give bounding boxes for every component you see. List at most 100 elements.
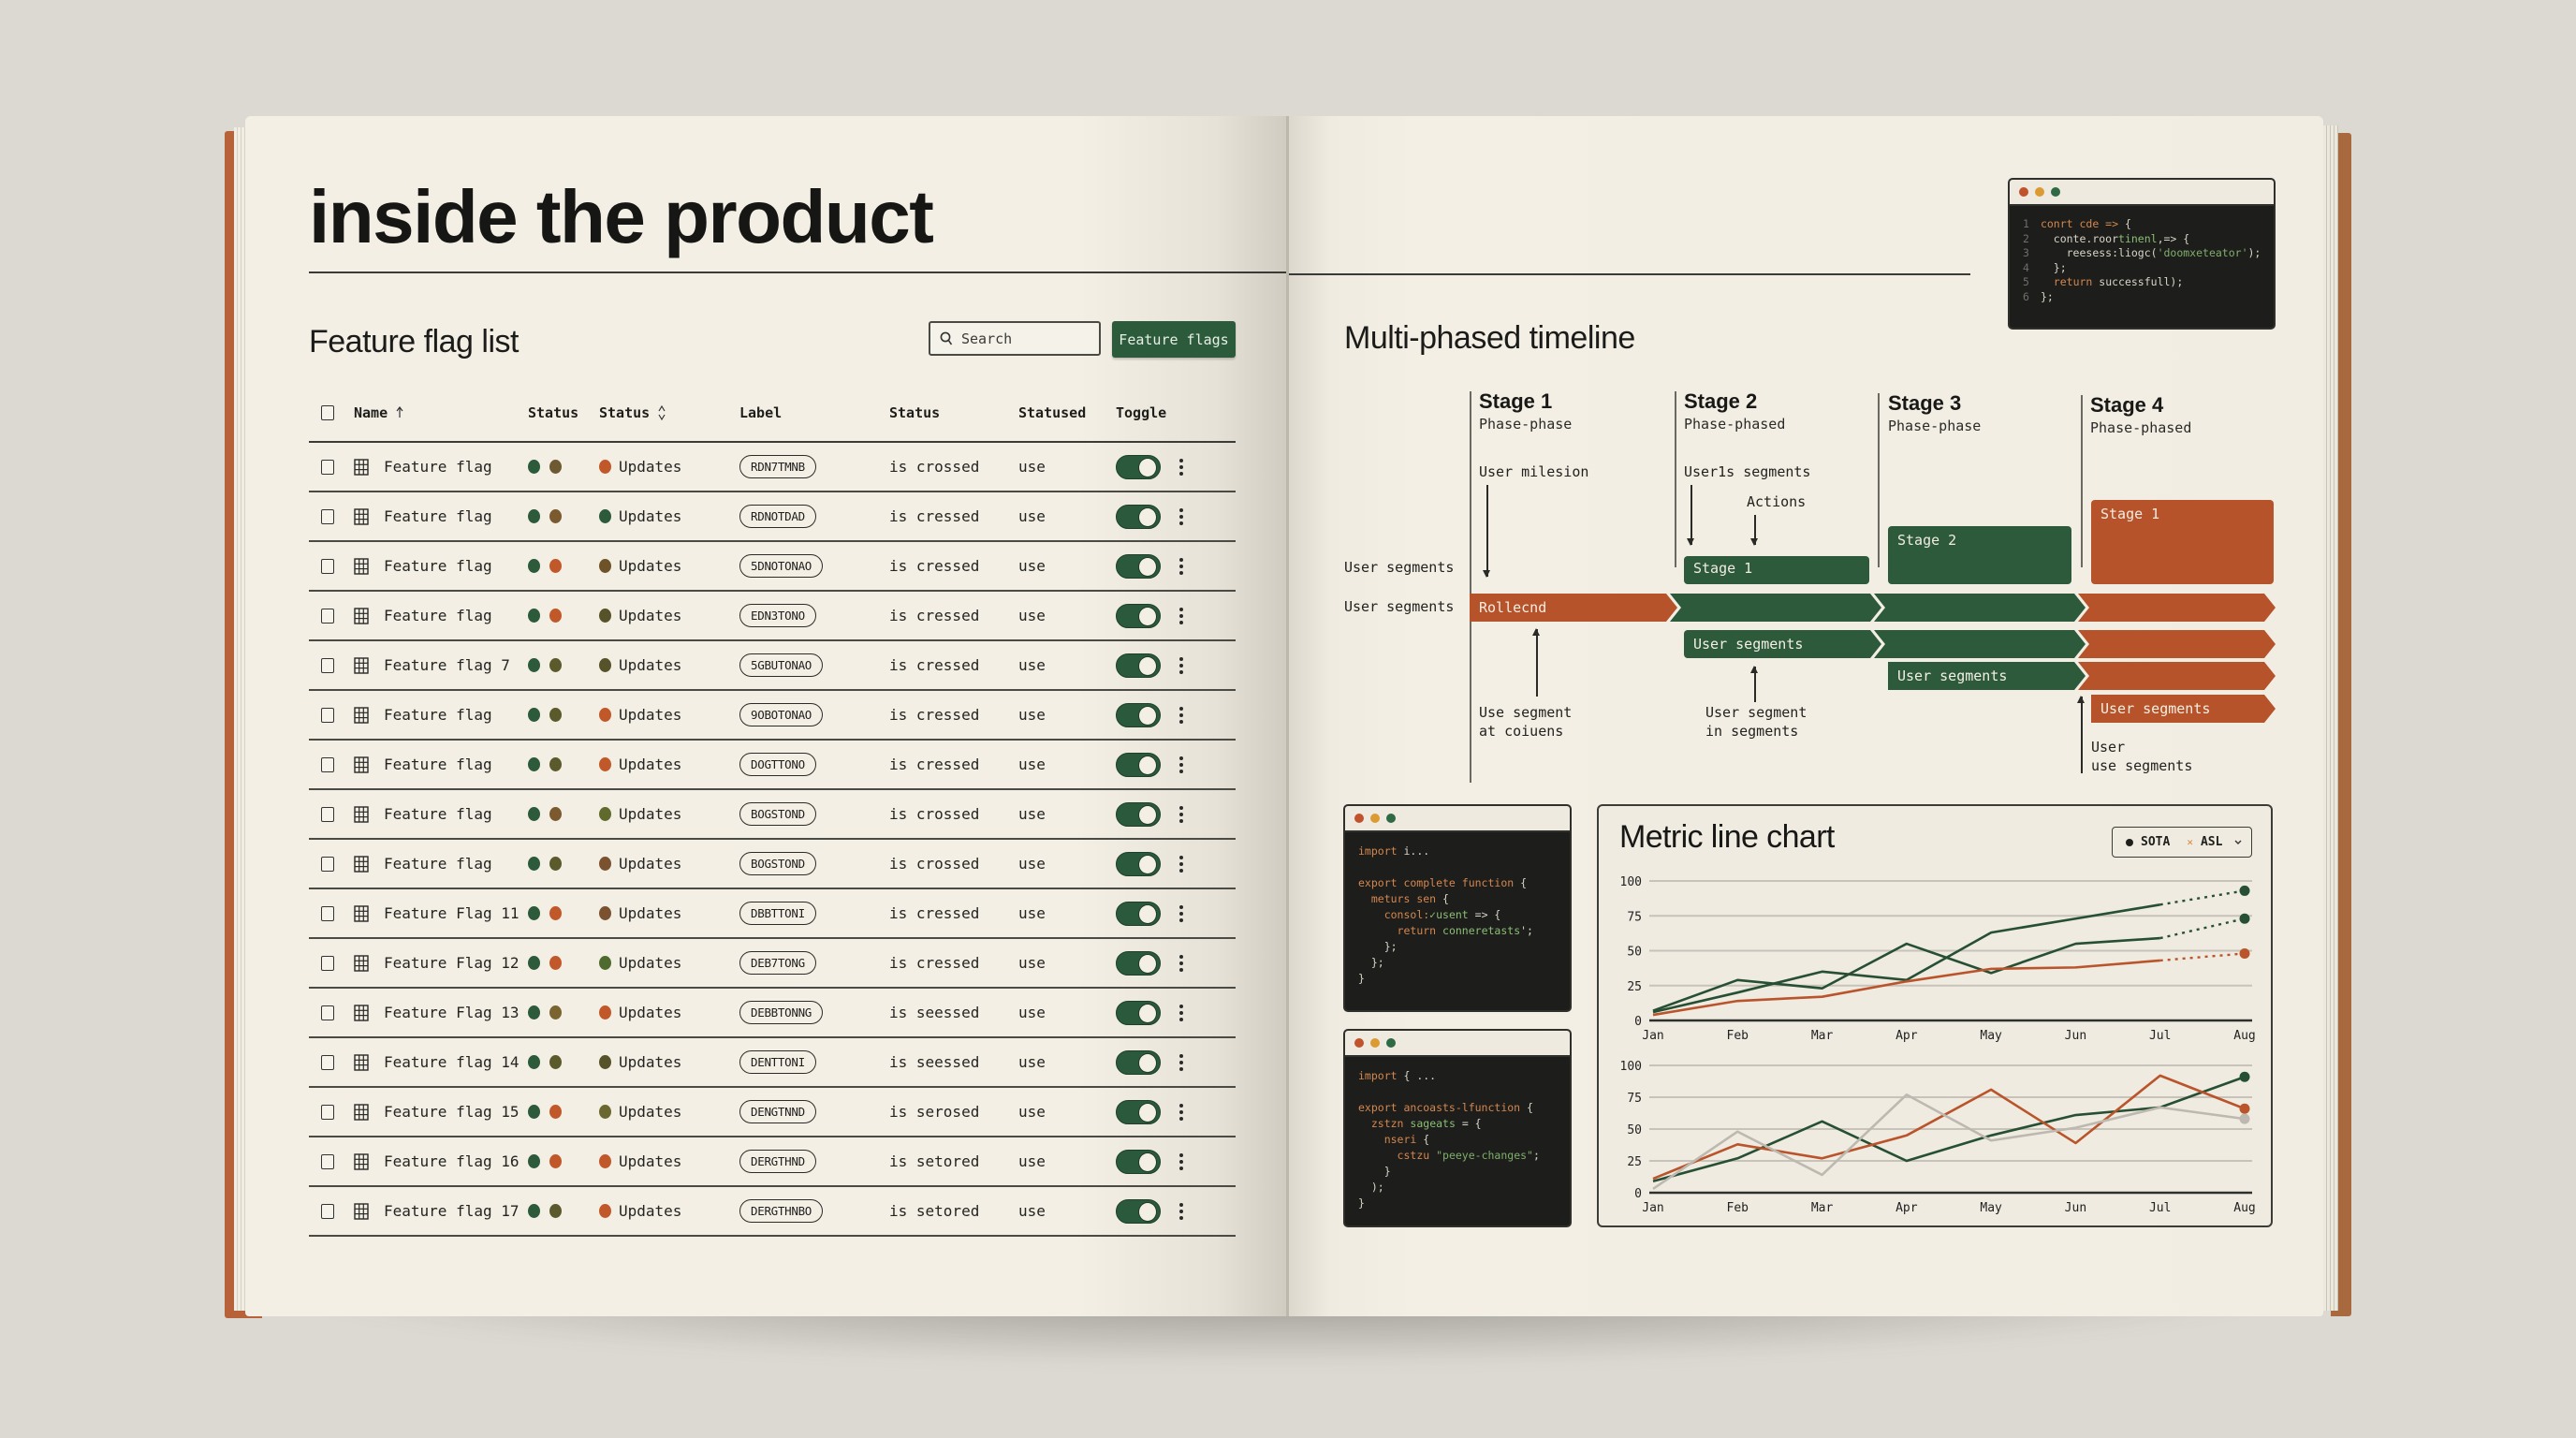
row-checkbox[interactable] — [321, 1153, 334, 1169]
flag-toggle[interactable] — [1116, 702, 1161, 727]
stage-3-title: Stage 3 — [1888, 391, 1962, 415]
row-checkbox[interactable] — [321, 558, 334, 574]
timeline-bar[interactable] — [1874, 630, 2086, 658]
timeline-bar-user-segments[interactable]: User segments — [2091, 695, 2276, 723]
row-checkbox[interactable] — [321, 459, 334, 475]
more-options-icon[interactable] — [1172, 805, 1191, 823]
row-checkbox[interactable] — [321, 1203, 334, 1219]
more-options-icon[interactable] — [1172, 458, 1191, 476]
search-input[interactable]: Search — [929, 321, 1101, 356]
row-checkbox[interactable] — [321, 707, 334, 723]
more-options-icon[interactable] — [1172, 904, 1191, 922]
timeline-bar[interactable] — [2078, 662, 2276, 690]
row-checkbox[interactable] — [321, 806, 334, 822]
flag-toggle[interactable] — [1116, 801, 1161, 827]
flag-toggle[interactable] — [1116, 950, 1161, 976]
timeline-bar[interactable] — [2078, 630, 2276, 658]
timeline-title: Multi-phased timeline — [1344, 320, 1635, 356]
svg-text:Jul: Jul — [2149, 1201, 2171, 1215]
flag-toggle[interactable] — [1116, 504, 1161, 529]
table-row[interactable]: Feature flag Updates 5DNOTONAO is cressed us… — [309, 542, 1236, 592]
column-header-status-3[interactable]: Status — [889, 404, 941, 421]
table-row[interactable]: Feature flag Updates RDN7TMNB is crossed use — [309, 443, 1236, 492]
more-options-icon[interactable] — [1172, 1103, 1191, 1121]
table-row[interactable]: Feature flag 15 Updates DENGTNND is serosed… — [309, 1088, 1236, 1137]
timeline-bar-rollout[interactable]: Rollecnd — [1470, 594, 1677, 622]
maximize-dot-icon — [2051, 187, 2060, 197]
flag-toggle[interactable] — [1116, 1198, 1161, 1224]
row-checkbox[interactable] — [321, 905, 334, 921]
more-options-icon[interactable] — [1172, 1152, 1191, 1170]
column-header-toggle[interactable]: Toggle — [1116, 404, 1167, 421]
table-row[interactable]: Feature flag Updates 9OBOTONAO is cressed us… — [309, 691, 1236, 741]
table-row[interactable]: Feature flag 16 Updates DERGTHND is setored… — [309, 1137, 1236, 1187]
more-options-icon[interactable] — [1172, 1202, 1191, 1220]
table-row[interactable]: Feature Flag 12 Updates DEB7TONG is cressed… — [309, 939, 1236, 989]
more-options-icon[interactable] — [1172, 706, 1191, 724]
feature-flags-button[interactable]: Feature flags — [1112, 321, 1236, 358]
table-row[interactable]: Feature flag 17 Updates DERGTHNBO is setore… — [309, 1187, 1236, 1237]
more-options-icon[interactable] — [1172, 1004, 1191, 1021]
row-checkbox[interactable] — [321, 955, 334, 971]
user-use-segments-label: User use segments — [2091, 739, 2193, 774]
more-options-icon[interactable] — [1172, 607, 1191, 624]
table-row[interactable]: Feature flag Updates BOGSTOND is crossed use — [309, 840, 1236, 889]
stage-block[interactable]: Stage 1 — [2091, 500, 2274, 584]
timeline-bar[interactable] — [1874, 594, 2086, 622]
table-row[interactable]: Feature flag Updates BOGSTOND is crossed use — [309, 790, 1236, 840]
row-checkbox[interactable] — [321, 856, 334, 872]
flag-toggle[interactable] — [1116, 1149, 1161, 1174]
more-options-icon[interactable] — [1172, 855, 1191, 873]
column-header-status-2[interactable]: Status — [599, 404, 739, 421]
more-options-icon[interactable] — [1172, 557, 1191, 575]
flag-toggle[interactable] — [1116, 603, 1161, 628]
row-checkbox[interactable] — [321, 1104, 334, 1120]
table-body: Feature flag Updates RDN7TMNB is crossed use… — [309, 443, 1236, 1237]
status-dot-icon — [599, 1105, 611, 1119]
more-options-icon[interactable] — [1172, 507, 1191, 525]
more-options-icon[interactable] — [1172, 756, 1191, 773]
stage-block[interactable]: Stage 2 — [1888, 526, 2071, 584]
stage-block[interactable]: Stage 1 — [1684, 556, 1869, 584]
table-row[interactable]: Feature flag Updates EDN3TONO is cressed use — [309, 592, 1236, 641]
more-options-icon[interactable] — [1172, 656, 1191, 674]
row-checkbox[interactable] — [321, 1005, 334, 1020]
table-row[interactable]: Feature flag Updates RDNOTDAD is cressed use — [309, 492, 1236, 542]
flag-toggle[interactable] — [1116, 752, 1161, 777]
flag-toggle[interactable] — [1116, 901, 1161, 926]
table-row[interactable]: Feature flag Updates DOGTTONO is cressed use — [309, 741, 1236, 790]
flag-toggle[interactable] — [1116, 454, 1161, 479]
flag-toggle[interactable] — [1116, 851, 1161, 876]
column-header-statused[interactable]: Statused — [1018, 404, 1087, 421]
flag-toggle[interactable] — [1116, 653, 1161, 678]
table-row[interactable]: Feature Flag 13 Updates DEBBTONNG is seesse… — [309, 989, 1236, 1038]
table-row[interactable]: Feature flag 7 Updates 5GBUTONAO is cressed… — [309, 641, 1236, 691]
chart-legend-dropdown[interactable]: SOTA ✕ ASL — [2112, 827, 2252, 858]
row-checkbox[interactable] — [321, 756, 334, 772]
flag-toggle[interactable] — [1116, 1099, 1161, 1124]
flag-toggle[interactable] — [1116, 1000, 1161, 1025]
timeline-bar[interactable] — [2078, 594, 2276, 622]
flag-toggle[interactable] — [1116, 1049, 1161, 1075]
row-checkbox[interactable] — [321, 608, 334, 624]
column-header-label[interactable]: Label — [739, 404, 783, 421]
column-header-status[interactable]: Status — [528, 404, 579, 421]
column-header-name[interactable]: Name — [331, 404, 528, 421]
select-all-checkbox[interactable] — [321, 405, 334, 420]
timeline-bar[interactable] — [1670, 594, 1881, 622]
timeline-bar-user-segments[interactable]: User segments — [1888, 662, 2086, 690]
row-label-user-segments: User segments — [1344, 559, 1455, 576]
table-row[interactable]: Feature flag 14 Updates DENTTONI is seessed… — [309, 1038, 1236, 1088]
flag-toggle[interactable] — [1116, 553, 1161, 579]
status-dot-icon — [599, 757, 611, 771]
status-dot-icon — [599, 807, 611, 821]
row-checkbox[interactable] — [321, 1054, 334, 1070]
row-checkbox[interactable] — [321, 508, 334, 524]
more-options-icon[interactable] — [1172, 1053, 1191, 1071]
more-options-icon[interactable] — [1172, 954, 1191, 972]
arrow-up-icon — [2077, 696, 2085, 773]
table-row[interactable]: Feature Flag 11 Updates DBBTTONI is cressed… — [309, 889, 1236, 939]
svg-text:Feb: Feb — [1727, 1029, 1749, 1043]
row-checkbox[interactable] — [321, 657, 334, 673]
timeline-bar-user-segments[interactable]: User segments — [1684, 630, 1881, 658]
